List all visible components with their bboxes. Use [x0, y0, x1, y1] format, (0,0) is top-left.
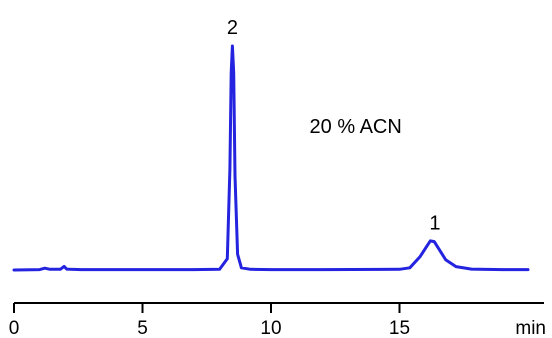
peak-label: 1: [429, 213, 440, 235]
solvent-annotation: 20 % ACN: [310, 116, 402, 138]
chromatogram-trace: [12, 44, 530, 272]
x-tick-label: 15: [389, 318, 410, 338]
x-tick-label: 5: [137, 318, 148, 338]
peak-labels: 21: [227, 17, 441, 235]
x-tick-label: 0: [9, 318, 20, 338]
x-axis-ticks: 0 5 10 15: [9, 303, 410, 338]
x-tick-label: 10: [260, 318, 281, 338]
x-axis-label: min: [515, 318, 546, 338]
peak-label: 2: [227, 17, 238, 39]
